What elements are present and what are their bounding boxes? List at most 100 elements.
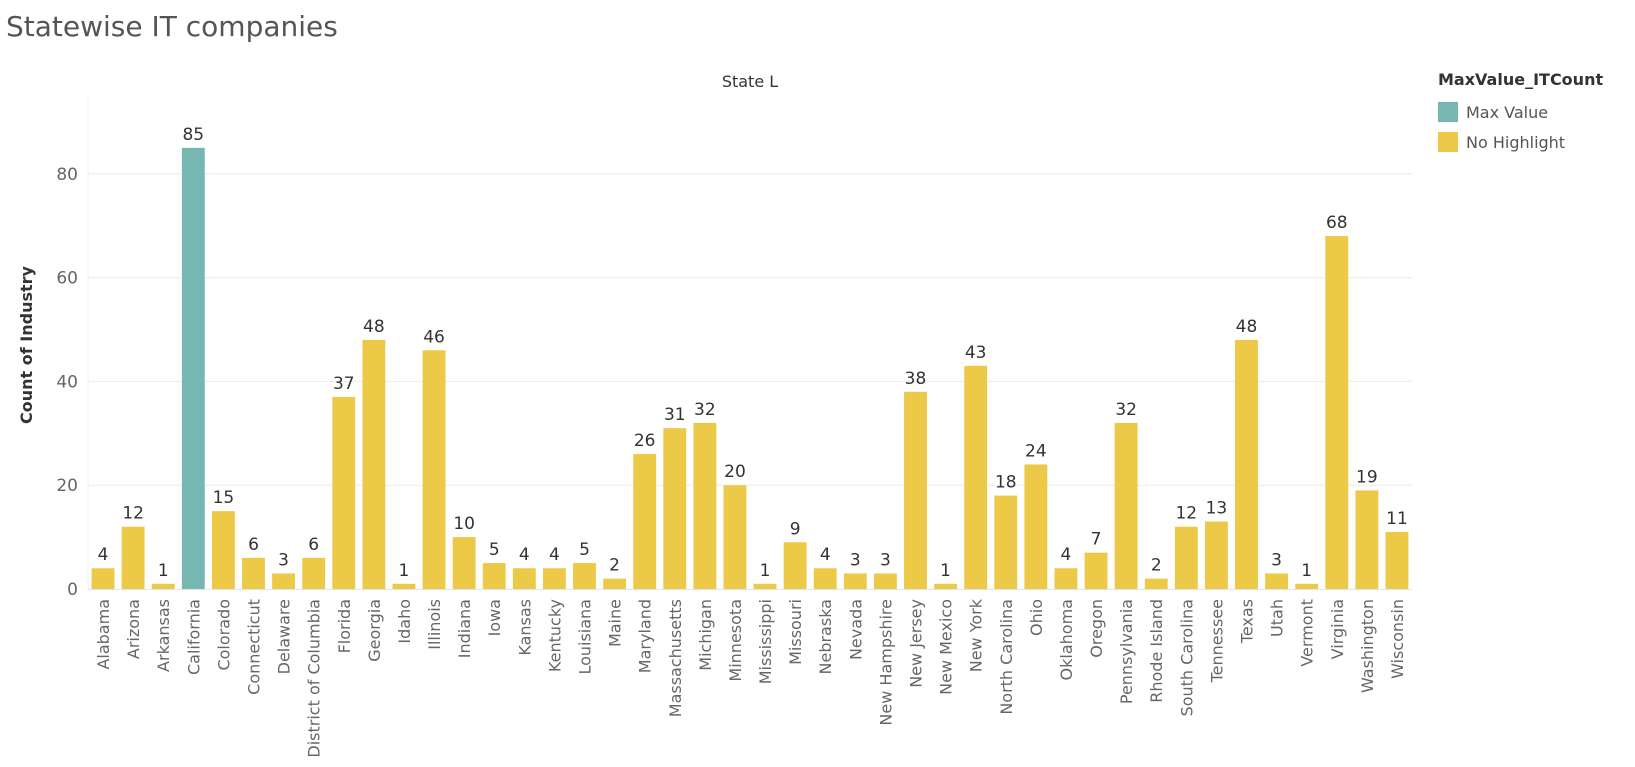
category-label-vermont: Vermont <box>1298 599 1317 667</box>
bar-massachusetts <box>663 428 687 589</box>
value-label-minnesota: 20 <box>724 462 746 482</box>
category-label-texas: Texas <box>1238 599 1257 644</box>
bar-new-hampshire <box>873 573 897 589</box>
value-label-michigan: 32 <box>694 400 716 420</box>
category-label-ohio: Ohio <box>1027 599 1046 636</box>
bar-kansas <box>512 568 536 589</box>
bar-wisconsin <box>1385 531 1409 589</box>
value-label-arkansas: 1 <box>158 561 169 581</box>
bar-oregon <box>1084 552 1108 589</box>
category-label-alabama: Alabama <box>94 599 113 670</box>
value-label-arizona: 12 <box>122 504 144 524</box>
bar-oklahoma <box>1054 568 1078 589</box>
column-header: State L <box>722 72 778 91</box>
value-label-idaho: 1 <box>399 561 410 581</box>
bar-vermont <box>1295 583 1319 589</box>
category-label-oregon: Oregon <box>1087 599 1106 658</box>
category-label-indiana: Indiana <box>455 599 474 658</box>
value-label-oregon: 7 <box>1091 530 1102 550</box>
category-label-iowa: Iowa <box>485 599 504 636</box>
value-label-delaware: 3 <box>278 550 289 570</box>
category-label-georgia: Georgia <box>365 599 384 662</box>
category-label-virginia: Virginia <box>1328 599 1347 659</box>
legend: MaxValue_ITCount Max Value No Highlight <box>1438 70 1603 157</box>
bar-maine <box>603 578 627 589</box>
bar-south-carolina <box>1174 526 1198 589</box>
category-label-new-york: New York <box>967 598 986 672</box>
bar-missouri <box>783 542 807 589</box>
y-axis-title: Count of Industry <box>17 265 36 424</box>
category-label-louisiana: Louisiana <box>576 599 595 675</box>
value-label-mississippi: 1 <box>760 561 771 581</box>
value-label-nebraska: 4 <box>820 545 831 565</box>
y-tick-label: 0 <box>67 580 78 600</box>
value-label-new-york: 43 <box>965 343 987 363</box>
value-label-maine: 2 <box>609 556 620 576</box>
bar-texas <box>1235 339 1258 589</box>
bar-arkansas <box>151 583 175 589</box>
bar-alabama <box>91 568 115 589</box>
category-label-maine: Maine <box>606 599 625 647</box>
category-label-florida: Florida <box>335 599 354 653</box>
bar-new-york <box>964 365 988 589</box>
category-label-connecticut: Connecticut <box>245 599 264 695</box>
value-label-georgia: 48 <box>363 317 385 337</box>
bar-connecticut <box>242 557 265 589</box>
chart-title: Statewise IT companies <box>6 10 338 43</box>
bar-indiana <box>452 537 476 589</box>
bar-new-mexico <box>934 583 958 589</box>
bar-kentucky <box>542 568 566 589</box>
bar-california <box>181 147 205 589</box>
bar-nebraska <box>813 568 837 589</box>
bar-virginia <box>1325 236 1349 589</box>
y-tick-label: 80 <box>56 165 78 185</box>
category-label-nevada: Nevada <box>846 599 865 660</box>
value-label-district-of-columbia: 6 <box>308 535 319 555</box>
value-label-iowa: 5 <box>489 540 500 560</box>
category-label-massachusetts: Massachusetts <box>666 599 685 717</box>
legend-title: MaxValue_ITCount <box>1438 70 1604 89</box>
value-label-rhode-island: 2 <box>1151 556 1162 576</box>
value-label-alabama: 4 <box>98 545 109 565</box>
category-label-illinois: Illinois <box>425 599 444 650</box>
category-label-minnesota: Minnesota <box>726 599 745 682</box>
category-label-wisconsin: Wisconsin <box>1388 599 1407 679</box>
category-label-arkansas: Arkansas <box>154 599 173 672</box>
category-label-california: California <box>184 599 203 675</box>
value-label-new-mexico: 1 <box>940 561 951 581</box>
category-label-arizona: Arizona <box>124 599 143 659</box>
legend-item-max-value[interactable]: Max Value <box>1438 97 1603 127</box>
category-label-new-hampshire: New Hampshire <box>876 599 895 726</box>
category-label-tennessee: Tennessee <box>1207 599 1226 683</box>
value-label-kentucky: 4 <box>549 545 560 565</box>
category-label-michigan: Michigan <box>696 599 715 671</box>
bar-minnesota <box>723 485 747 589</box>
legend-label-no-highlight: No Highlight <box>1466 132 1566 152</box>
bar-arizona <box>121 526 145 589</box>
value-label-nevada: 3 <box>850 550 861 570</box>
category-label-new-jersey: New Jersey <box>907 599 926 688</box>
category-label-washington: Washington <box>1358 599 1377 693</box>
category-label-oklahoma: Oklahoma <box>1057 599 1076 680</box>
value-label-massachusetts: 31 <box>664 405 686 425</box>
category-label-utah: Utah <box>1268 599 1287 637</box>
category-label-pennsylvania: Pennsylvania <box>1117 599 1136 704</box>
bar-nevada <box>843 573 867 589</box>
bar-north-carolina <box>994 495 1018 589</box>
bar-new-jersey <box>904 391 927 589</box>
bar-delaware <box>272 573 296 589</box>
bar-idaho <box>392 583 416 589</box>
bar-tennessee <box>1204 521 1228 589</box>
value-label-connecticut: 6 <box>248 535 259 555</box>
legend-item-no-highlight[interactable]: No Highlight <box>1438 127 1603 157</box>
value-label-new-hampshire: 3 <box>880 550 891 570</box>
bar-florida <box>332 396 356 589</box>
category-label-colorado: Colorado <box>214 599 233 671</box>
y-tick-label: 60 <box>56 269 78 289</box>
bar-district-of-columbia <box>302 557 326 589</box>
value-label-wisconsin: 11 <box>1386 509 1408 529</box>
category-label-nebraska: Nebraska <box>816 599 835 674</box>
value-label-missouri: 9 <box>790 519 801 539</box>
legend-swatch-max-value <box>1438 102 1458 122</box>
value-label-colorado: 15 <box>213 488 235 508</box>
